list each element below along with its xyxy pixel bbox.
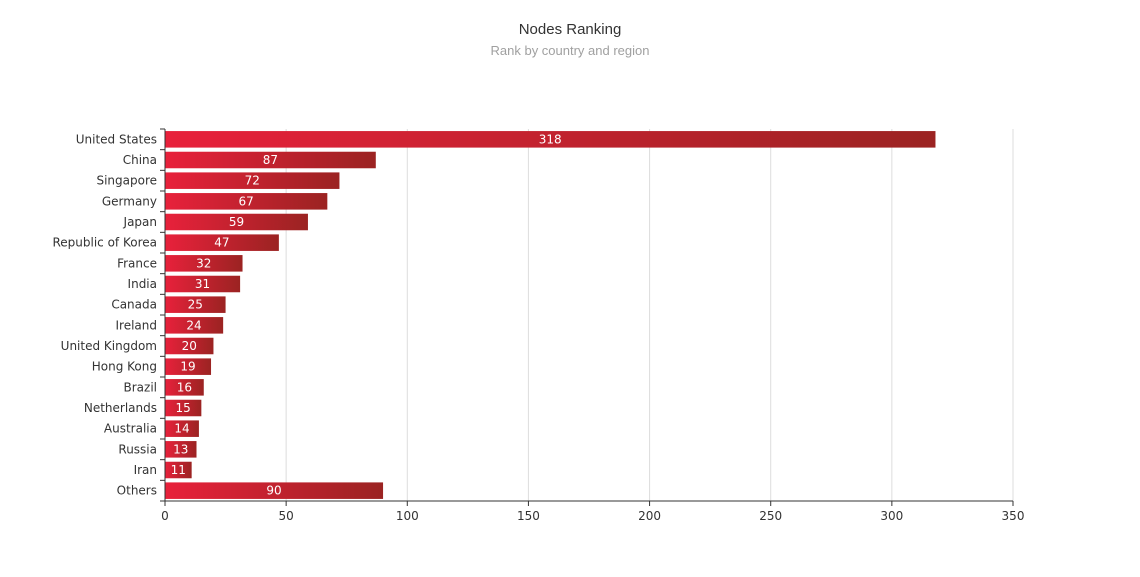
chart-title: Nodes Ranking — [518, 21, 622, 38]
bar[interactable] — [165, 461, 192, 479]
category-label: Others — [117, 484, 157, 498]
bar[interactable] — [165, 317, 224, 334]
bar-value-label: 87 — [263, 153, 278, 167]
bar-value-label: 25 — [188, 298, 203, 312]
category-label: Iran — [134, 463, 157, 477]
bar-value-label: 72 — [245, 174, 260, 188]
bar[interactable] — [165, 193, 328, 210]
category-label: Hong Kong — [92, 360, 157, 374]
category-label: Netherlands — [84, 401, 157, 415]
x-tick-label: 0 — [161, 509, 169, 523]
bar-value-label: 13 — [173, 442, 188, 456]
category-label: Germany — [102, 194, 157, 208]
bar[interactable] — [165, 379, 204, 396]
chart-subtitle: Rank by country and region — [490, 43, 650, 58]
bar-value-label: 318 — [539, 132, 562, 146]
x-tick-label: 100 — [396, 509, 419, 523]
bar[interactable] — [165, 213, 308, 231]
grid-lines — [285, 129, 1014, 501]
bar[interactable] — [165, 420, 199, 437]
category-label: Russia — [118, 442, 157, 456]
bar[interactable] — [165, 172, 340, 189]
bar[interactable] — [165, 151, 376, 169]
bar[interactable] — [165, 131, 936, 148]
bar-value-label: 11 — [171, 463, 186, 477]
bar-value-label: 14 — [174, 422, 189, 436]
x-tick-label: 300 — [880, 509, 903, 523]
category-label: Japan — [123, 215, 157, 229]
bar-value-label: 67 — [239, 194, 254, 208]
category-label: Brazil — [124, 380, 158, 394]
bar-value-label: 20 — [182, 339, 197, 353]
category-label: Ireland — [115, 318, 157, 332]
x-tick-label: 250 — [759, 509, 782, 523]
x-tick-label: 350 — [1002, 509, 1025, 523]
category-label: Canada — [111, 298, 157, 312]
bar-value-label: 32 — [196, 256, 211, 270]
bar[interactable] — [165, 482, 384, 499]
bar-value-label: 31 — [195, 277, 210, 291]
bar-value-label: 59 — [229, 215, 244, 229]
x-tick-label: 200 — [638, 509, 661, 523]
category-label: France — [117, 256, 157, 270]
bar[interactable] — [165, 234, 279, 251]
x-tick-label: 150 — [517, 509, 540, 523]
category-label: Singapore — [96, 174, 157, 188]
bar[interactable] — [165, 337, 214, 355]
bar-value-label: 19 — [180, 360, 195, 374]
bar[interactable] — [165, 275, 241, 293]
bar[interactable] — [165, 358, 212, 375]
bar[interactable] — [165, 296, 226, 313]
bar-value-label: 15 — [176, 401, 191, 415]
bar[interactable] — [165, 441, 197, 458]
category-label: Republic of Korea — [52, 236, 157, 250]
category-label: India — [128, 277, 157, 291]
bar-value-label: 90 — [266, 484, 281, 498]
bar-value-label: 47 — [214, 236, 229, 250]
bar[interactable] — [165, 399, 202, 417]
x-tick-label: 50 — [279, 509, 294, 523]
category-label: Australia — [104, 422, 157, 436]
bar-value-label: 24 — [186, 318, 201, 332]
axes: 0 50 100 150 200 250 300 350 United States China S… — [52, 128, 1025, 523]
bar-value-label: 16 — [177, 380, 192, 394]
category-label: China — [123, 153, 157, 167]
category-label: United States — [76, 132, 157, 146]
category-label: United Kingdom — [61, 339, 157, 353]
bar[interactable] — [165, 255, 243, 272]
